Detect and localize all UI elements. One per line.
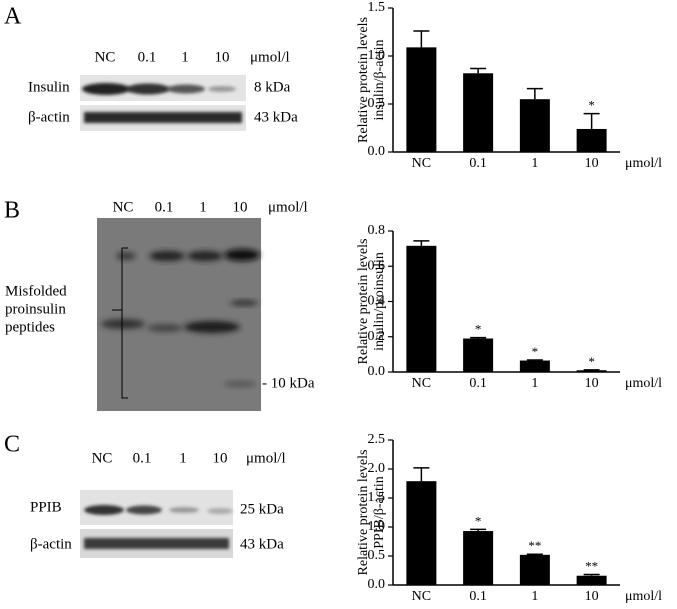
lane-label: 1 (179, 450, 187, 466)
y-axis-label: insulin/β-actin (372, 40, 387, 121)
y-axis-label: Relative protein levels (356, 450, 371, 576)
x-tick-label: 10 (585, 156, 599, 171)
lane-label: NC (92, 450, 113, 466)
y-tick-label: 0.4 (368, 294, 386, 309)
y-axis-label: Relative protein levels (356, 17, 371, 143)
bar (463, 73, 494, 152)
y-tick-label: 0.0 (368, 577, 386, 592)
x-tick-label: 0.1 (469, 156, 487, 171)
unit-label: μmol/l (250, 49, 290, 65)
bar (406, 47, 437, 152)
x-tick-label: 1 (531, 376, 538, 391)
significance-label: * (588, 354, 595, 369)
x-tick-label: NC (412, 156, 431, 171)
bar (406, 245, 437, 372)
y-tick-label: 1.0 (368, 519, 386, 534)
lane-label: 0.1 (138, 49, 157, 65)
lane-label: 0.1 (155, 199, 174, 215)
y-tick-label: 0.5 (368, 548, 386, 563)
y-tick-label: 2.5 (368, 432, 386, 447)
lane-label: NC (113, 199, 134, 215)
row-label: β-actin (28, 109, 70, 125)
bar (576, 575, 607, 585)
lane-label: 0.1 (133, 450, 152, 466)
size-label: 43 kDa (240, 536, 284, 552)
y-tick-label: 0.0 (368, 144, 386, 159)
y-tick-label: 0.8 (368, 223, 386, 238)
bracket-label: Misfolded (5, 283, 67, 299)
significance-label: * (588, 98, 595, 113)
row-label: Insulin (28, 79, 70, 95)
significance-label: * (532, 344, 539, 359)
y-tick-label: 1.5 (368, 490, 386, 505)
y-tick-label: 0.6 (368, 258, 386, 273)
x-tick-label: 1 (531, 589, 538, 604)
y-tick-label: 1.5 (368, 0, 386, 15)
bar (519, 360, 550, 372)
significance-label: * (475, 322, 482, 337)
y-tick-label: 2.0 (368, 461, 386, 476)
y-tick-label: 0.5 (368, 96, 386, 111)
x-tick-label: 1 (531, 156, 538, 171)
panel-letter: B (4, 198, 20, 224)
x-axis-label: μmol/l (625, 589, 662, 604)
y-axis-label: PPIB/β-actin (372, 476, 387, 548)
bracket-label: peptides (5, 319, 55, 335)
blot (80, 75, 246, 131)
significance-label: ** (585, 559, 598, 574)
x-tick-label: 10 (585, 376, 599, 391)
bar (519, 554, 550, 585)
bar (576, 370, 607, 372)
significance-label: ** (528, 538, 541, 553)
panel-letter: A (4, 4, 22, 30)
marker-label: - 10 kDa (262, 375, 315, 391)
row-label: PPIB (30, 499, 62, 515)
y-tick-label: 1.0 (368, 48, 386, 63)
y-tick-label: 0.0 (368, 364, 386, 379)
lane-label: 10 (215, 49, 230, 65)
x-axis-label: μmol/l (625, 156, 662, 171)
bar (463, 531, 494, 585)
size-label: 8 kDa (254, 79, 291, 95)
blot (80, 490, 233, 558)
lane-label: NC (95, 49, 116, 65)
lane-label: 10 (233, 199, 248, 215)
size-label: 43 kDa (254, 109, 298, 125)
bracket-label: proinsulin (5, 301, 66, 317)
size-label: 25 kDa (240, 501, 284, 517)
bar (519, 99, 550, 152)
blot (97, 218, 261, 411)
row-label: β-actin (30, 536, 72, 552)
y-axis-label: Relative protein levels (356, 239, 371, 365)
unit-label: μmol/l (268, 199, 308, 215)
x-axis-label: μmol/l (625, 376, 662, 391)
x-tick-label: NC (412, 376, 431, 391)
y-axis-label: insulin/proinsulin (372, 252, 387, 351)
significance-label: * (475, 513, 482, 528)
panel-letter: C (4, 432, 20, 458)
unit-label: μmol/l (246, 450, 286, 466)
bar (463, 338, 494, 372)
y-tick-label: 0.2 (368, 329, 386, 344)
bar (406, 481, 437, 585)
lane-label: 10 (213, 450, 228, 466)
x-tick-label: 0.1 (469, 376, 487, 391)
lane-label: 1 (199, 199, 207, 215)
x-tick-label: 0.1 (469, 589, 487, 604)
bracket (121, 247, 128, 399)
x-tick-label: NC (412, 589, 431, 604)
bar (576, 128, 607, 152)
x-tick-label: 10 (585, 589, 599, 604)
lane-label: 1 (181, 49, 189, 65)
